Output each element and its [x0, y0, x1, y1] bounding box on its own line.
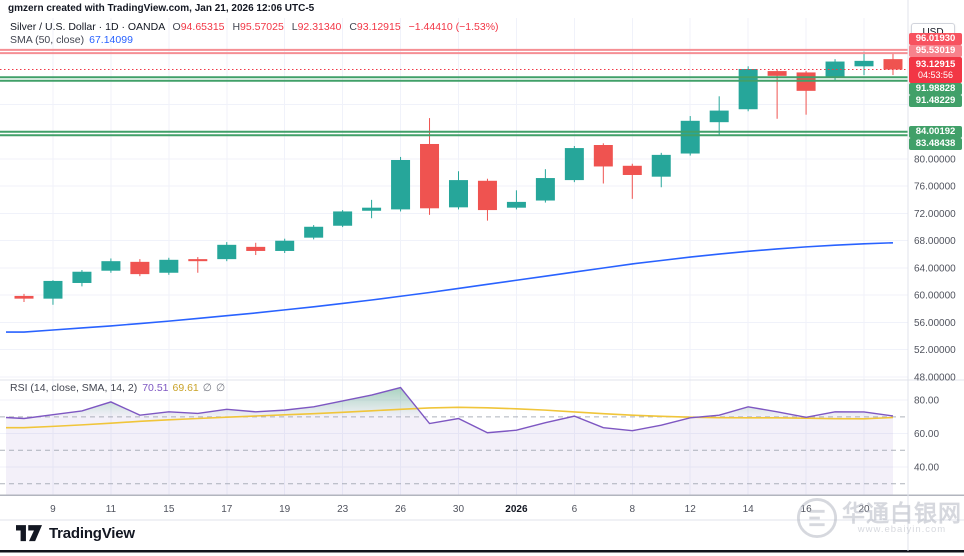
- tradingview-logo[interactable]: TradingView: [16, 525, 135, 542]
- svg-text:40.00: 40.00: [914, 463, 939, 474]
- rsi-label: RSI (14, close, SMA, 14, 2): [10, 382, 138, 394]
- low-label: L: [291, 21, 298, 33]
- svg-text:56.00000: 56.00000: [914, 318, 956, 329]
- candle: [477, 178, 497, 221]
- tradingview-logo-icon: [16, 525, 42, 542]
- candle: [622, 163, 642, 199]
- svg-text:26: 26: [395, 504, 407, 515]
- price-line-badge: 84.00192: [909, 125, 962, 138]
- watermark-site-name: 华通白银网: [842, 499, 962, 526]
- symbol-title: Silver / U.S. Dollar · 1D · OANDA: [10, 21, 165, 33]
- candle: [535, 169, 555, 203]
- svg-text:2026: 2026: [505, 504, 528, 515]
- price-lines: [0, 48, 908, 137]
- watermark-site-url: www.ebaiyin.com: [857, 523, 947, 535]
- svg-text:15: 15: [163, 504, 175, 515]
- candle: [854, 51, 874, 76]
- high-label: H: [232, 21, 241, 33]
- tradingview-logo-text: TradingView: [49, 525, 135, 542]
- svg-text:80.00: 80.00: [914, 396, 939, 407]
- price-line-badge: 83.48438: [909, 137, 962, 150]
- candle: [883, 52, 903, 76]
- candle: [14, 293, 34, 303]
- svg-text:11: 11: [106, 504, 117, 515]
- price-line-badge: 91.98828: [909, 82, 962, 95]
- price-line-badge: 95.53019: [909, 44, 962, 57]
- rsi-plot: [0, 386, 908, 495]
- svg-text:52.00000: 52.00000: [914, 345, 956, 356]
- candle: [709, 96, 729, 136]
- symbol-legend: Silver / U.S. Dollar · 1D · OANDA O94.65…: [10, 21, 499, 33]
- svg-text:12: 12: [685, 504, 697, 515]
- candle: [188, 257, 208, 273]
- svg-text:80.00000: 80.00000: [914, 154, 956, 165]
- svg-text:60.00000: 60.00000: [914, 291, 956, 302]
- svg-text:6: 6: [572, 504, 578, 515]
- candle: [391, 156, 411, 212]
- site-watermark: 华通白银网 www.ebaiyin.com: [796, 496, 962, 540]
- svg-text:72.00000: 72.00000: [914, 209, 956, 220]
- sma-legend: SMA (50, close) 67.14099: [10, 34, 133, 46]
- candle: [506, 190, 526, 210]
- svg-text:76.00000: 76.00000: [914, 182, 956, 193]
- svg-text:64.00000: 64.00000: [914, 263, 956, 274]
- candle: [738, 66, 758, 112]
- candle: [275, 238, 295, 253]
- close-label: C: [349, 21, 357, 33]
- candle: [564, 146, 584, 183]
- gridlines: [0, 18, 908, 495]
- candle: [651, 152, 671, 188]
- candle: [43, 280, 63, 305]
- sma50-line: [6, 241, 894, 333]
- chart-attribution: gmzern created with TradingView.com, Jan…: [8, 3, 315, 14]
- rsi-legend: RSI (14, close, SMA, 14, 2) 70.51 69.61 ∅ ∅: [10, 382, 225, 394]
- price-line-badge: 96.01930: [909, 32, 962, 45]
- sma-value: 67.14099: [89, 34, 133, 46]
- open-label: O: [172, 21, 181, 33]
- rsi-band-value-2: ∅: [215, 382, 226, 394]
- rsi-value: 70.51: [142, 382, 169, 394]
- candle: [593, 143, 613, 184]
- svg-text:17: 17: [221, 504, 233, 515]
- candle: [159, 257, 179, 275]
- svg-text:20: 20: [858, 504, 870, 515]
- rsi-band-value-1: ∅: [202, 382, 212, 394]
- open-value: 94.65315: [180, 21, 225, 33]
- rsi-sma-value: 69.61: [172, 382, 199, 394]
- candle: [420, 118, 440, 215]
- svg-text:16: 16: [801, 504, 813, 515]
- axis-labels: 80.00000 76.00000 72.00000 68.00000 64.00000…: [50, 154, 956, 515]
- candle-countdown: 04:53:56: [917, 69, 954, 80]
- candle: [101, 258, 121, 273]
- svg-text:9: 9: [50, 504, 56, 515]
- candle: [304, 225, 324, 240]
- close-value: 93.12915: [356, 21, 401, 33]
- candlesticks: [14, 51, 903, 305]
- svg-text:30: 30: [453, 504, 465, 515]
- svg-text:68.00000: 68.00000: [914, 236, 956, 247]
- low-value: 92.31340: [297, 21, 342, 33]
- candle: [448, 171, 468, 210]
- svg-text:48.00000: 48.00000: [914, 373, 956, 384]
- candle: [130, 259, 150, 277]
- svg-text:23: 23: [337, 504, 349, 515]
- last-price-badge: 93.12915 04:53:56: [909, 56, 962, 83]
- candle: [333, 210, 353, 228]
- change-value: −1.44410 (−1.53%): [408, 21, 499, 33]
- svg-text:19: 19: [279, 504, 291, 515]
- watermark-logo-icon: [796, 497, 838, 539]
- price-line-badge: 91.48229: [909, 94, 962, 107]
- candle: [246, 242, 266, 256]
- candle: [362, 199, 382, 219]
- sma-label: SMA (50, close): [10, 34, 85, 46]
- candle: [72, 270, 92, 287]
- candle: [217, 242, 237, 262]
- svg-text:60.00: 60.00: [914, 429, 939, 440]
- svg-text:8: 8: [630, 504, 636, 515]
- svg-text:14: 14: [743, 504, 755, 515]
- high-value: 95.57025: [240, 21, 284, 33]
